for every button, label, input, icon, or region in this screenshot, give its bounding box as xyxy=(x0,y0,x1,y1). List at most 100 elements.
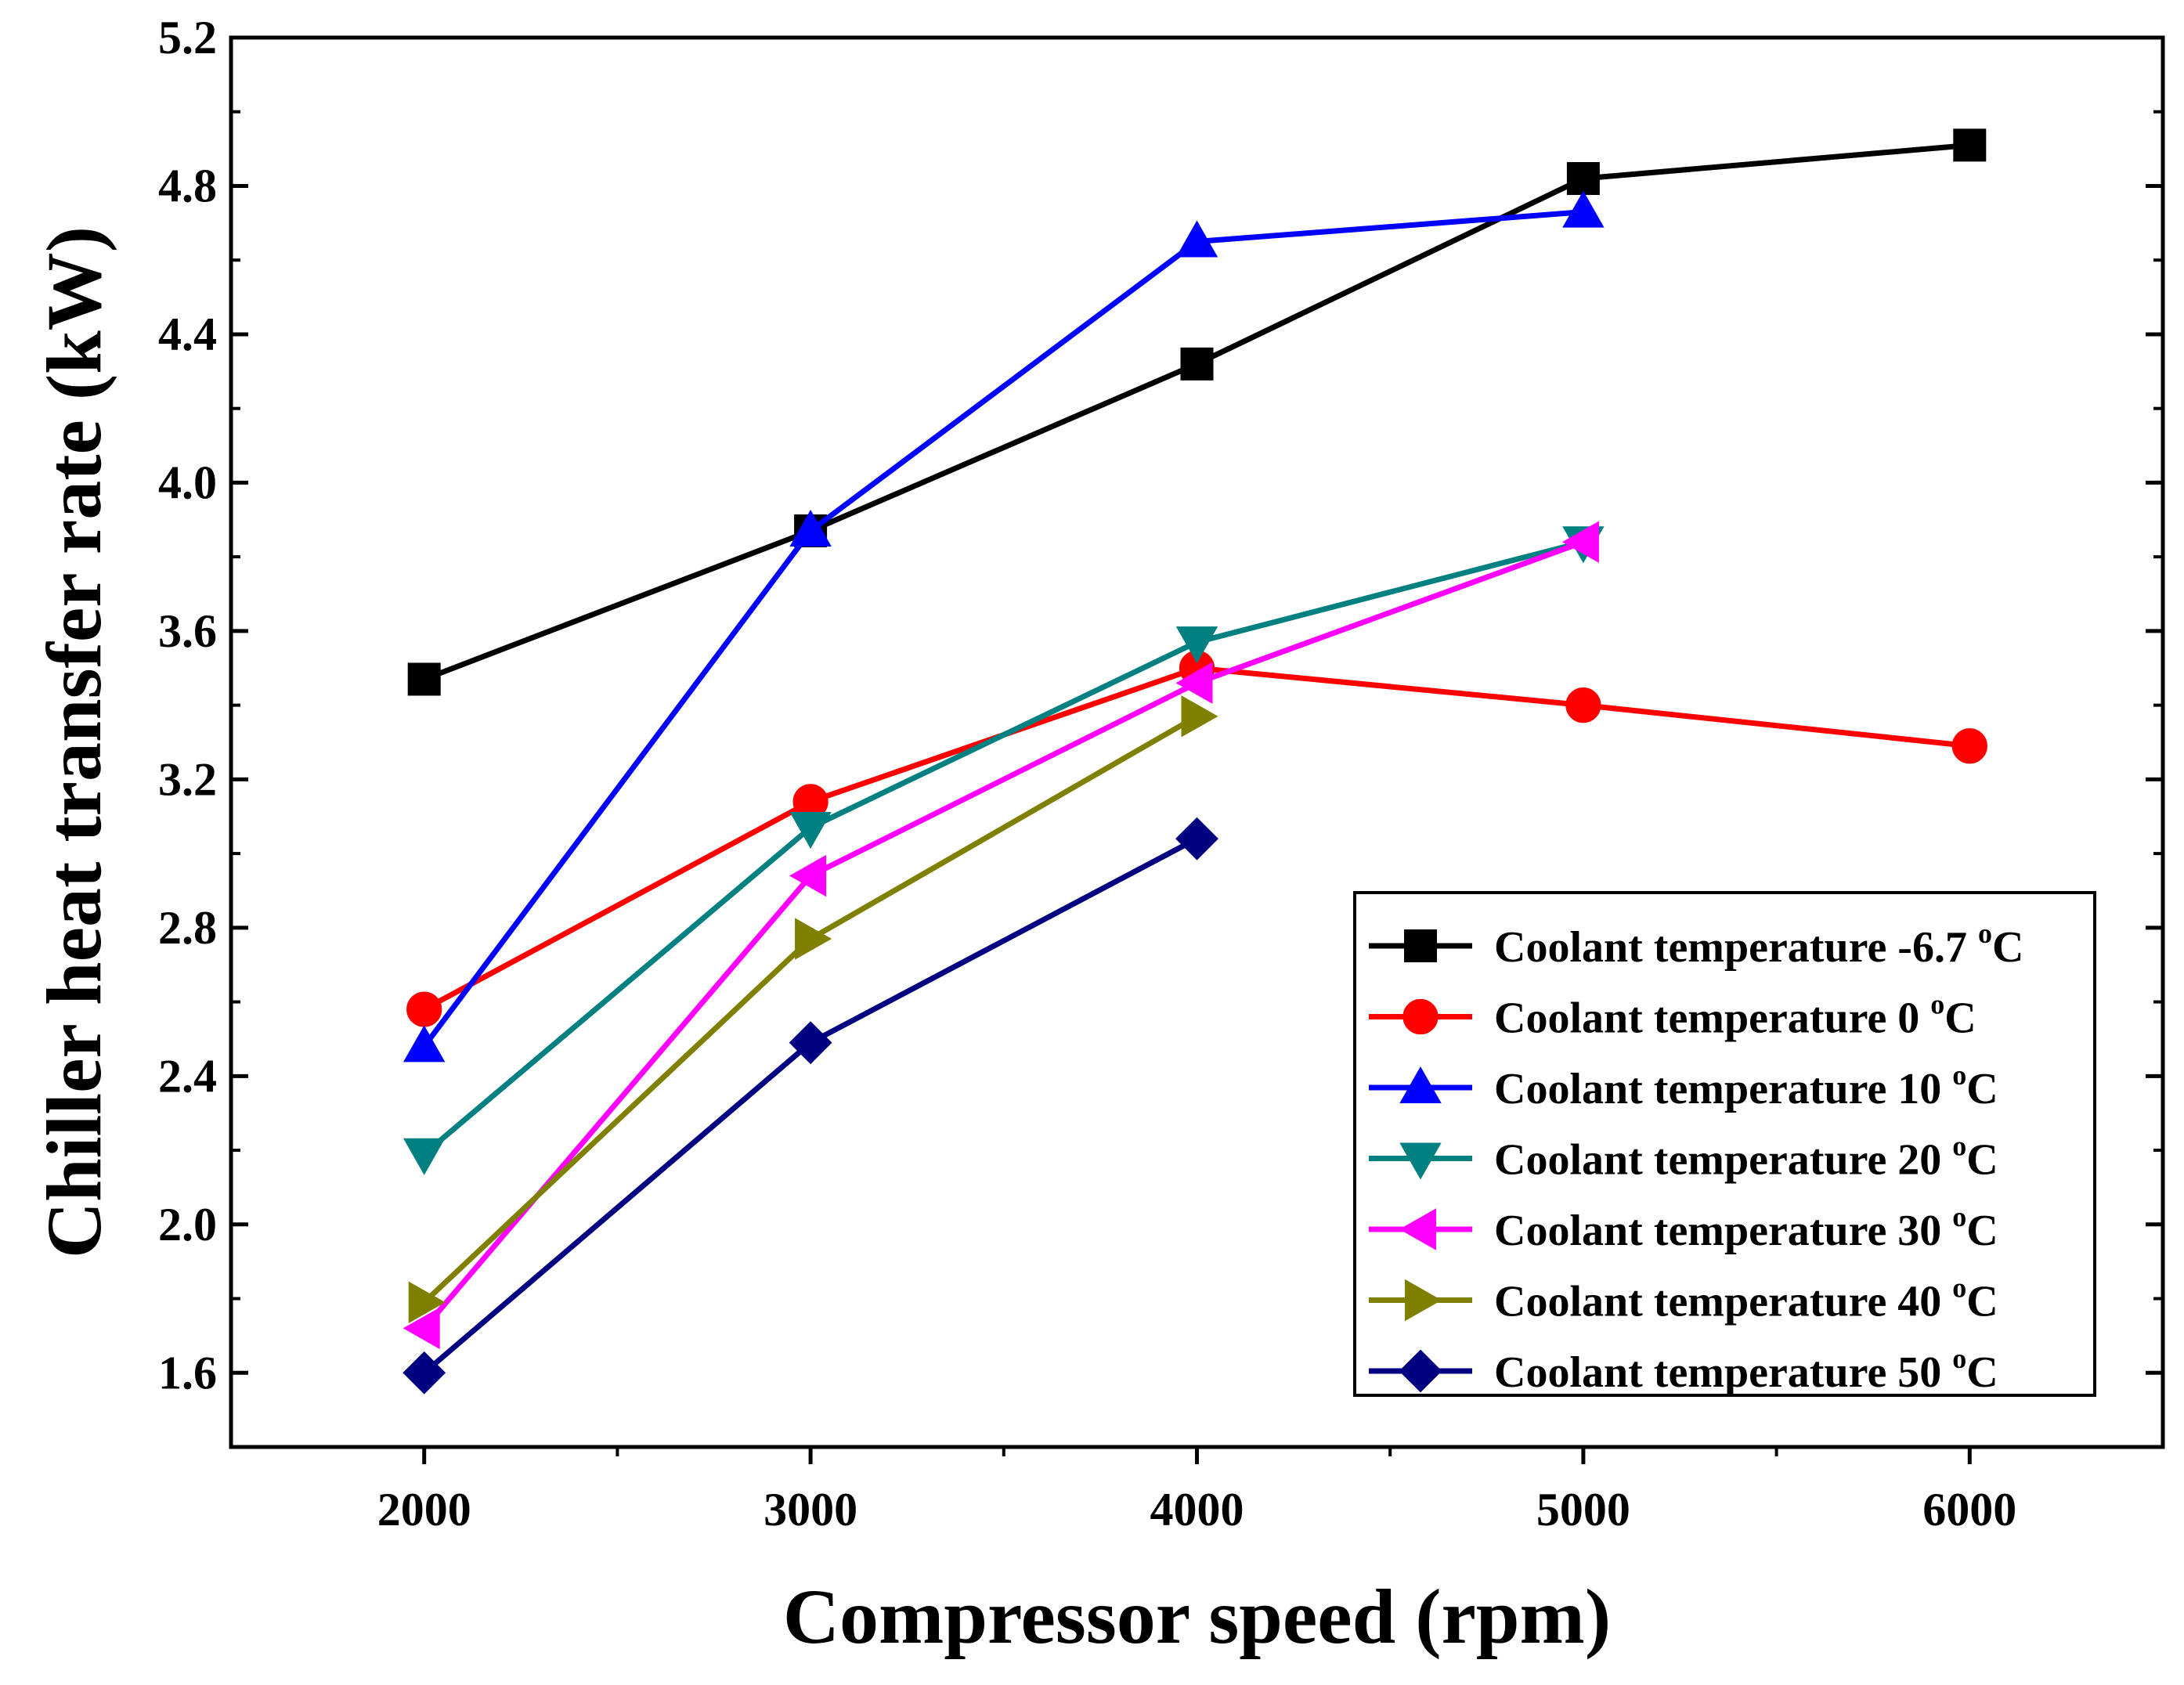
series-line xyxy=(422,539,1585,1330)
data-point xyxy=(403,1025,446,1063)
data-point xyxy=(1953,128,1987,162)
legend-label-main: Coolant temperature 30 xyxy=(1494,1207,1952,1255)
data-point xyxy=(789,1021,832,1065)
series-4 xyxy=(403,521,1599,1350)
series-line xyxy=(422,539,1584,1156)
series-2 xyxy=(403,190,1605,1063)
x-axis-title: Compressor speed (rpm) xyxy=(783,1573,1611,1660)
legend-label: Coolant temperature 10 oC xyxy=(1494,1059,1998,1113)
data-point xyxy=(795,918,832,960)
legend-label-main: Coolant temperature 0 xyxy=(1494,994,1930,1043)
legend-label-degree: o xyxy=(1952,1131,1966,1162)
legend-label-degree: o xyxy=(1952,1272,1966,1304)
legend-item: Coolant temperature -6.7 oC xyxy=(1369,918,2023,972)
legend-label-degree: o xyxy=(1978,918,1992,949)
legend-item: Coolant temperature 20 oC xyxy=(1369,1131,1998,1185)
data-point xyxy=(1565,687,1601,723)
x-tick-label: 6000 xyxy=(1922,1484,2016,1535)
legend-label-main: Coolant temperature 40 xyxy=(1494,1278,1952,1326)
data-point xyxy=(403,1138,446,1175)
legend-label: Coolant temperature -6.7 oC xyxy=(1494,918,2023,972)
y-axis-title: Chiller heat transfer rate (kW) xyxy=(31,226,117,1258)
legend-item: Coolant temperature 40 oC xyxy=(1369,1272,1998,1326)
series-line xyxy=(421,209,1584,1048)
y-tick-label: 2.8 xyxy=(158,902,217,954)
legend-label: Coolant temperature 20 oC xyxy=(1494,1131,1998,1185)
data-point xyxy=(789,811,832,849)
data-point xyxy=(406,991,442,1027)
y-tick-label: 5.2 xyxy=(158,12,217,63)
legend-marker xyxy=(1405,1279,1442,1322)
data-point xyxy=(1951,728,1987,764)
series-0 xyxy=(407,128,1987,696)
legend-item: Coolant temperature 30 oC xyxy=(1369,1201,1998,1255)
legend-label-degree: o xyxy=(1952,1343,1966,1374)
y-tick-label: 4.8 xyxy=(158,160,217,211)
data-point xyxy=(789,509,832,547)
legend-marker xyxy=(1399,1349,1442,1393)
legend-box xyxy=(1353,891,2096,1397)
data-point xyxy=(407,662,441,696)
series-5 xyxy=(408,695,1218,1323)
legend-marker xyxy=(1399,1208,1436,1250)
legend-label-main: Coolant temperature 10 xyxy=(1494,1065,1952,1113)
legend-item: Coolant temperature 10 oC xyxy=(1369,1059,1998,1113)
legend-label: Coolant temperature 40 oC xyxy=(1494,1272,1998,1326)
data-point xyxy=(1175,662,1213,704)
legend-label-unit: C xyxy=(1966,1278,1998,1326)
data-point xyxy=(1175,220,1218,258)
data-point xyxy=(1180,347,1214,381)
legend-label-unit: C xyxy=(1944,994,1976,1043)
legend-marker xyxy=(1402,998,1439,1035)
data-point xyxy=(408,1281,446,1323)
x-tick-label: 2000 xyxy=(377,1484,471,1535)
legend-label-unit: C xyxy=(1966,1136,1998,1185)
legend-label-main: Coolant temperature 50 xyxy=(1494,1348,1952,1397)
data-point xyxy=(1181,695,1218,738)
x-tick-label: 5000 xyxy=(1536,1484,1630,1535)
legend-label-degree: o xyxy=(1930,989,1944,1020)
y-tick-label: 1.6 xyxy=(158,1347,217,1398)
series-6 xyxy=(403,817,1218,1395)
x-tick-label: 4000 xyxy=(1150,1484,1244,1535)
legend-label-main: Coolant temperature 20 xyxy=(1494,1136,1952,1185)
x-axis: 2000 3000 4000 5000 6000 xyxy=(377,1447,2016,1535)
legend-label: Coolant temperature 50 oC xyxy=(1494,1343,1998,1397)
data-point xyxy=(1562,190,1605,228)
data-point xyxy=(1175,817,1218,861)
legend-label-unit: C xyxy=(1966,1065,1998,1113)
legend-label-main: Coolant temperature -6.7 xyxy=(1494,923,1978,972)
y-tick-label: 3.6 xyxy=(158,605,217,657)
x-tick-label: 3000 xyxy=(763,1484,857,1535)
series-1 xyxy=(406,650,1987,1027)
legend-label: Coolant temperature 0 oC xyxy=(1494,989,1976,1043)
data-point xyxy=(1566,162,1600,195)
legend-label-degree: o xyxy=(1952,1059,1966,1091)
y-tick-label: 2.4 xyxy=(158,1050,217,1102)
y-tick-label: 2.0 xyxy=(158,1199,217,1250)
legend-label-unit: C xyxy=(1966,1207,1998,1255)
legend-label-unit: C xyxy=(1992,923,2023,972)
legend-marker xyxy=(1399,1142,1442,1180)
data-point xyxy=(403,1351,446,1395)
legend-marker xyxy=(1404,929,1437,962)
legend-label: Coolant temperature 30 oC xyxy=(1494,1201,1998,1255)
legend-label-unit: C xyxy=(1966,1348,1998,1397)
legend-item: Coolant temperature 50 oC xyxy=(1369,1343,1998,1397)
y-tick-label: 4.4 xyxy=(158,308,217,360)
y-axis: 1.6 2.0 2.4 2.8 3.2 3.6 4.0 4.4 4.8 5.2 xyxy=(158,12,2163,1449)
legend-label-degree: o xyxy=(1952,1201,1966,1232)
legend-item: Coolant temperature 0 oC xyxy=(1369,989,1976,1043)
y-tick-label: 3.2 xyxy=(158,753,217,805)
y-tick-label: 4.0 xyxy=(158,456,217,508)
data-point xyxy=(1561,521,1599,563)
legend-marker xyxy=(1399,1066,1442,1103)
data-point xyxy=(403,1307,440,1350)
data-point xyxy=(789,854,827,897)
series-layer xyxy=(403,128,1987,1395)
data-point xyxy=(1175,626,1218,664)
